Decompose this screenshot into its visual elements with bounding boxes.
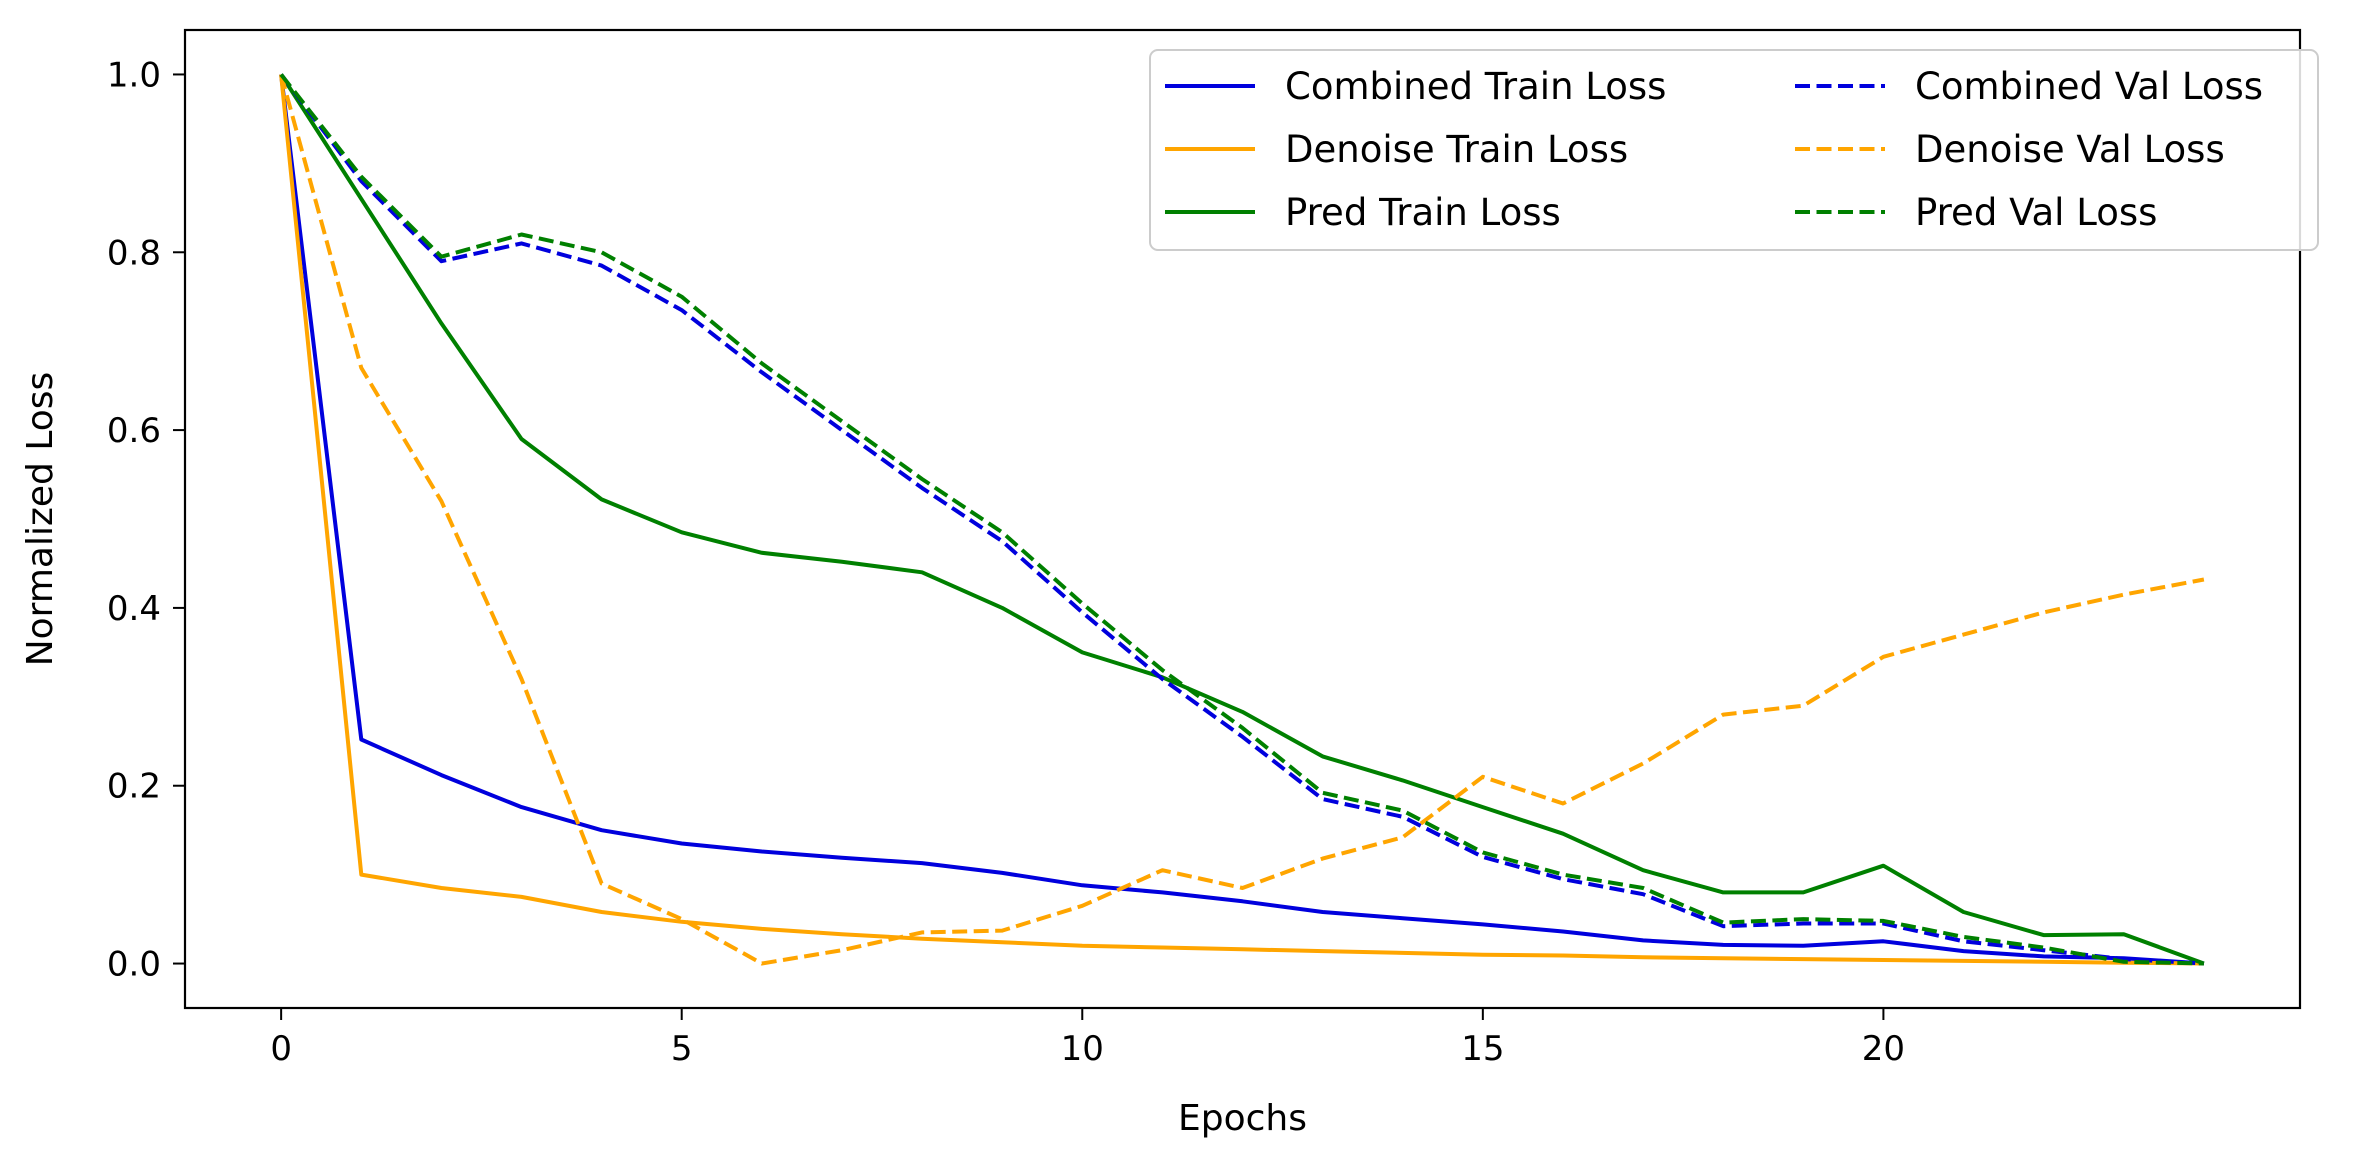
legend-label-5: Pred Val Loss [1915, 191, 2157, 234]
x-tick-label: 5 [671, 1029, 693, 1069]
y-tick-label: 0.4 [107, 589, 161, 629]
axes-layer: 0 5 10 15 20 0.0 0.2 0.4 0.6 0.8 1.0 Epochs Normaliz… [20, 28, 2302, 1139]
legend-label-1: Denoise Train Loss [1285, 128, 1628, 171]
y-tick-label: 0.6 [107, 411, 161, 451]
series-line-0 [279, 74, 2205, 966]
plot-frame [183, 28, 2302, 1010]
y-tick-label: 0.2 [107, 767, 161, 807]
y-tick-label: 0.0 [107, 945, 161, 985]
y-axis-label: Normalized Loss [20, 372, 61, 667]
y-tick-label: 1.0 [107, 55, 161, 95]
series-line-4 [279, 73, 2205, 966]
series-line-3 [279, 73, 2205, 966]
x-tick-label: 0 [270, 1029, 292, 1069]
x-tick-label: 10 [1061, 1029, 1104, 1069]
legend-label-3: Combined Val Loss [1915, 65, 2263, 108]
legend-label-0: Combined Train Loss [1285, 65, 1666, 108]
legend-label-4: Denoise Val Loss [1915, 128, 2225, 171]
x-tick-label: 20 [1862, 1029, 1905, 1069]
x-tick-label: 15 [1461, 1029, 1504, 1069]
series-layer [279, 73, 2205, 966]
series-line-1 [279, 74, 2204, 966]
legend-label-2: Pred Train Loss [1285, 191, 1561, 234]
y-tick-label: 0.8 [107, 233, 161, 273]
x-axis-label: Epochs [1178, 1098, 1307, 1139]
chart-legend: Combined Train Loss Denoise Train Loss Pre… [1149, 49, 2319, 251]
legend-box [1149, 49, 2319, 251]
series-line-2 [279, 73, 2205, 966]
series-line-5 [279, 73, 2204, 966]
